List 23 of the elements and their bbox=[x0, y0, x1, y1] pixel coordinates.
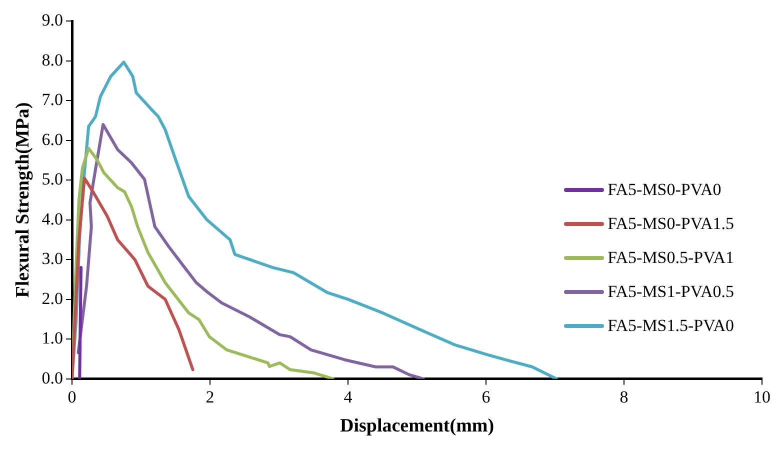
x-tick-label: 4 bbox=[344, 387, 353, 406]
x-tick-label: 2 bbox=[206, 387, 214, 406]
x-tick-label: 0 bbox=[68, 387, 76, 406]
legend-label: FA5-MS0-PVA1.5 bbox=[608, 214, 734, 234]
y-tick-label: 5.0 bbox=[42, 170, 64, 189]
y-tick-label: 7.0 bbox=[42, 90, 64, 110]
legend-label: FA5-MS1.5-PVA0 bbox=[608, 316, 734, 336]
x-tick-label: 6 bbox=[482, 387, 490, 406]
x-tick-label: 8 bbox=[620, 387, 628, 406]
y-tick-label: 4.0 bbox=[42, 209, 64, 228]
y-tick-label: 0.0 bbox=[42, 368, 64, 388]
y-axis-title: Flexural Strength(MPa) bbox=[12, 102, 34, 298]
legend-label: FA5-MS1-PVA0.5 bbox=[608, 282, 734, 302]
y-tick-label: 6.0 bbox=[42, 130, 64, 149]
y-tick-label: 3.0 bbox=[42, 249, 64, 268]
y-tick-label: 9.0 bbox=[42, 10, 64, 30]
x-tick-label: 10 bbox=[754, 387, 770, 406]
y-tick-label: 8.0 bbox=[42, 50, 64, 70]
y-tick-label: 2.0 bbox=[42, 288, 64, 308]
x-axis-title: Displacement(mm) bbox=[340, 416, 494, 437]
y-tick-label: 1.0 bbox=[42, 328, 64, 348]
legend-label: FA5-MS0.5-PVA1 bbox=[608, 248, 734, 268]
legend-label: FA5-MS0-PVA0 bbox=[608, 180, 722, 200]
